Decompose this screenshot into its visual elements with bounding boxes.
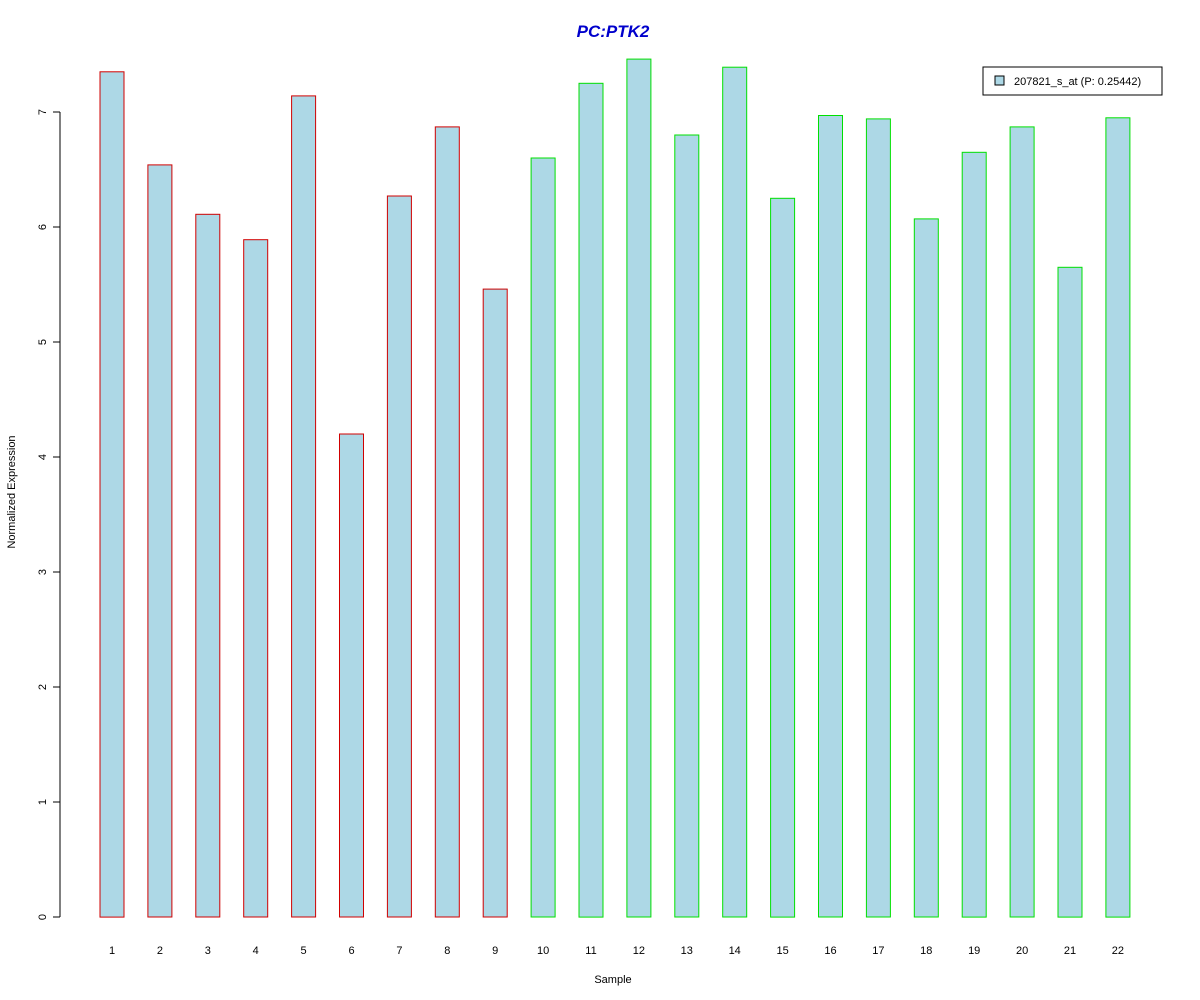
bar-sample-12: [626, 58, 652, 918]
bar-sample-8: [434, 126, 460, 918]
bar-sample-20: [1009, 126, 1035, 918]
y-tick-label: 4: [37, 454, 49, 460]
x-tick-label: 3: [205, 945, 211, 957]
x-tick-label: 14: [729, 945, 741, 957]
legend-box: [982, 66, 1163, 96]
bar-sample-10: [530, 157, 556, 918]
x-tick-label: 4: [253, 945, 259, 957]
chart-title: PC:PTK2: [577, 22, 650, 41]
x-tick-label: 8: [444, 945, 450, 957]
x-tick-label: 10: [537, 945, 549, 957]
x-tick-label: 12: [633, 945, 645, 957]
bar-sample-9: [482, 288, 508, 918]
bar-sample-1: [99, 71, 125, 918]
bar-sample-13: [674, 134, 700, 918]
x-tick-label: 13: [681, 945, 693, 957]
bar-sample-19: [961, 151, 987, 918]
legend: 207821_s_at (P: 0.25442): [982, 66, 1163, 96]
y-tick-label: 6: [37, 224, 49, 230]
bar-sample-18: [913, 218, 939, 918]
y-tick-label: 1: [37, 799, 49, 805]
bar-sample-7: [386, 195, 412, 918]
bar-sample-21: [1057, 266, 1083, 918]
x-tick-label: 15: [776, 945, 788, 957]
x-tick-label: 19: [968, 945, 980, 957]
bar-sample-22: [1105, 117, 1131, 918]
x-tick-label: 21: [1064, 945, 1076, 957]
legend-label: 207821_s_at (P: 0.25442): [1014, 76, 1141, 88]
y-axis: 0 1 2 3 4 5 6 7: [37, 109, 61, 920]
bar-sample-4: [243, 239, 269, 918]
bar-sample-17: [865, 118, 891, 918]
x-tick-label: 11: [585, 945, 596, 957]
bar-sample-5: [291, 95, 317, 918]
bar-sample-15: [770, 197, 796, 918]
x-tick-label: 22: [1112, 945, 1124, 957]
bars-group: [99, 58, 1131, 918]
y-tick-label: 3: [37, 569, 49, 575]
bar-sample-6: [339, 433, 364, 918]
y-tick-label: 2: [37, 684, 49, 690]
x-axis-label: Sample: [594, 974, 631, 986]
bar-sample-3: [195, 213, 221, 918]
y-axis-label: Normalized Expression: [6, 435, 18, 548]
x-tick-label: 2: [157, 945, 163, 957]
bar-sample-14: [722, 66, 748, 918]
y-tick-label: 5: [37, 339, 49, 345]
x-tick-label: 5: [301, 945, 307, 957]
x-tick-label: 1: [109, 945, 115, 957]
bar-sample-11: [578, 82, 604, 918]
x-tick-label: 20: [1016, 945, 1028, 957]
x-tick-label: 6: [348, 945, 354, 957]
y-tick-label: 7: [37, 109, 49, 115]
x-tick-label: 9: [492, 945, 498, 957]
legend-swatch: [994, 75, 1005, 86]
bar-sample-2: [147, 164, 173, 918]
x-tick-label: 17: [872, 945, 884, 957]
x-tick-label: 18: [920, 945, 932, 957]
y-tick-label: 0: [37, 914, 49, 920]
x-tick-label: 7: [396, 945, 402, 957]
bar-sample-16: [818, 115, 843, 918]
x-tick-label: 16: [824, 945, 836, 957]
x-tick-labels: 1 2 3 4 5 6 7 8 9 10 11 12 13 14 15 16 17 18 19 20 21 22: [109, 945, 1124, 957]
